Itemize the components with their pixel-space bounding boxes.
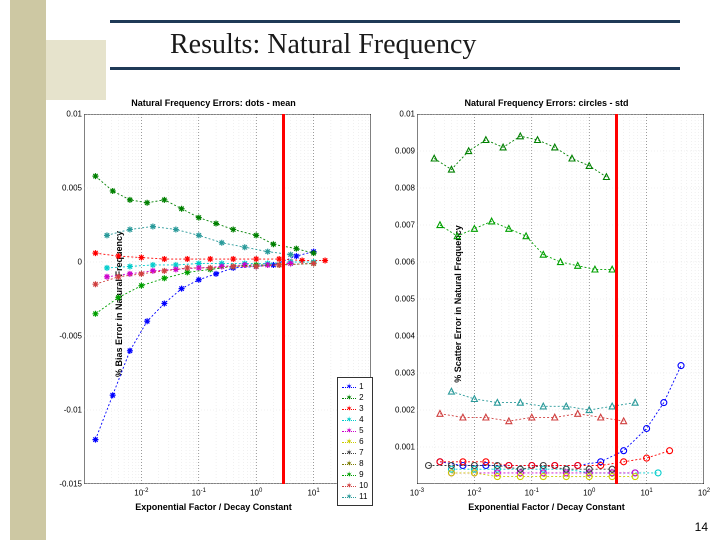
legend-item: ✶5 bbox=[342, 425, 368, 436]
legend-item: ✶6 bbox=[342, 436, 368, 447]
ytick-label: 0 bbox=[52, 258, 82, 267]
ytick-label: -0.005 bbox=[52, 332, 82, 341]
ytick-label: -0.015 bbox=[52, 480, 82, 489]
right-plot-area: 0.010.0090.0080.0070.0060.0050.0040.0030… bbox=[417, 114, 704, 484]
ytick-label: 0.003 bbox=[385, 369, 415, 378]
ytick-label: 0.01 bbox=[385, 110, 415, 119]
decor-bar bbox=[10, 0, 46, 540]
ytick-label: 0.004 bbox=[385, 332, 415, 341]
right-plot-svg bbox=[417, 114, 704, 484]
xtick-label: 101 bbox=[307, 488, 319, 498]
legend-item: ✶11 bbox=[342, 491, 368, 502]
page-title: Results: Natural Frequency bbox=[170, 29, 680, 61]
left-plot-svg bbox=[84, 114, 371, 484]
legend-item: ✶10 bbox=[342, 480, 368, 491]
legend-item: ✶4 bbox=[342, 414, 368, 425]
ytick-label: 0.002 bbox=[385, 406, 415, 415]
decor-square bbox=[46, 40, 106, 100]
xtick-label: 100 bbox=[583, 488, 595, 498]
red-vline bbox=[282, 114, 285, 484]
xtick-label: 10-1 bbox=[525, 488, 539, 498]
xtick-label: 10-1 bbox=[192, 488, 206, 498]
ytick-label: 0.005 bbox=[385, 295, 415, 304]
left-legend: ✶1✶2✶3✶4✶5✶6✶7✶8✶9✶10✶11 bbox=[337, 377, 373, 506]
left-chart: Natural Frequency Errors: dots - mean % … bbox=[50, 98, 377, 510]
xtick-label: 10-2 bbox=[134, 488, 148, 498]
ytick-label: 0.005 bbox=[52, 184, 82, 193]
xtick-label: 10-2 bbox=[467, 488, 481, 498]
legend-item: ✶8 bbox=[342, 458, 368, 469]
right-chart: Natural Frequency Errors: circles - std … bbox=[383, 98, 710, 510]
legend-item: ✶9 bbox=[342, 469, 368, 480]
left-plot-area: 0.010.0050-0.005-0.01-0.01510-210-110010… bbox=[84, 114, 371, 484]
left-chart-title: Natural Frequency Errors: dots - mean bbox=[50, 98, 377, 108]
legend-item: ✶7 bbox=[342, 447, 368, 458]
ytick-label: 0.01 bbox=[52, 110, 82, 119]
ytick-label: -0.01 bbox=[52, 406, 82, 415]
right-xlabel: Exponential Factor / Decay Constant bbox=[383, 502, 710, 512]
red-vline bbox=[615, 114, 618, 484]
title-wrap: Results: Natural Frequency bbox=[110, 20, 680, 70]
legend-item: ✶3 bbox=[342, 403, 368, 414]
xtick-label: 100 bbox=[250, 488, 262, 498]
legend-item: ✶1 bbox=[342, 381, 368, 392]
left-xlabel: Exponential Factor / Decay Constant bbox=[50, 502, 377, 512]
xtick-label: 101 bbox=[640, 488, 652, 498]
legend-item: ✶2 bbox=[342, 392, 368, 403]
xtick-label: 10-3 bbox=[410, 488, 424, 498]
charts-row: Natural Frequency Errors: dots - mean % … bbox=[50, 98, 710, 510]
page-number: 14 bbox=[695, 520, 708, 534]
ytick-label: 0.009 bbox=[385, 147, 415, 156]
ytick-label: 0.008 bbox=[385, 184, 415, 193]
ytick-label: 0.001 bbox=[385, 443, 415, 452]
ytick-label: 0.006 bbox=[385, 258, 415, 267]
ytick-label: 0.007 bbox=[385, 221, 415, 230]
right-chart-title: Natural Frequency Errors: circles - std bbox=[383, 98, 710, 108]
xtick-label: 102 bbox=[698, 488, 710, 498]
